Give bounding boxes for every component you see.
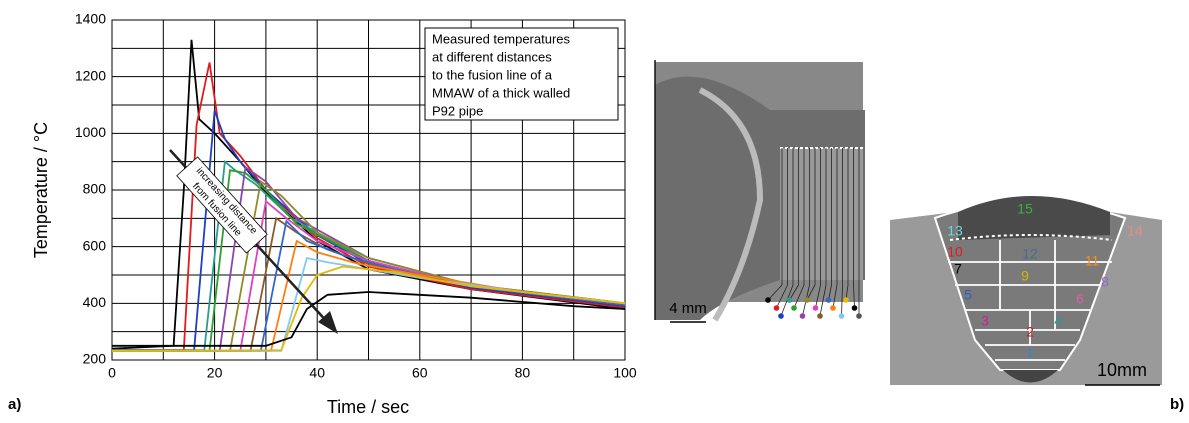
- wire: [819, 284, 827, 317]
- y-tick-label: 600: [83, 237, 107, 253]
- y-tick-label: 400: [83, 294, 107, 310]
- annotation-text: to the fusion line of a: [432, 67, 553, 82]
- x-axis-label: Time / sec: [327, 397, 409, 417]
- annotation-text: Measured temperatures: [432, 31, 571, 46]
- wire: [793, 284, 805, 309]
- wire: [815, 284, 821, 309]
- thermocouple: [773, 305, 780, 311]
- thermocouple: [830, 305, 836, 311]
- pass-lines: [948, 240, 1112, 361]
- pass-label: 4: [1054, 313, 1062, 329]
- wire: [767, 284, 783, 301]
- panel-label: b): [1170, 396, 1184, 413]
- x-tick-label: 40: [309, 365, 325, 381]
- annotation-text: MMAW of a thick walled: [432, 85, 570, 100]
- pass-label: 6: [1076, 291, 1084, 307]
- wire: [832, 284, 838, 309]
- y-tick-label: 1000: [75, 124, 106, 140]
- pass-label: 13: [947, 223, 963, 239]
- thermocouple: [838, 313, 845, 319]
- pass-label: 9: [1021, 268, 1029, 284]
- fusion-line: [698, 87, 764, 322]
- x-tick-label: 20: [207, 365, 223, 381]
- scale-label: 10mm: [1097, 360, 1147, 380]
- pass-label: 8: [1101, 274, 1109, 290]
- pass-label: 5: [964, 287, 972, 303]
- annotation-text: at different distances: [432, 49, 552, 64]
- scale-label: 4 mm: [669, 300, 707, 317]
- wire: [841, 284, 843, 317]
- thermocouple: [799, 313, 806, 319]
- thermocouple: [812, 305, 819, 311]
- x-tick-label: 60: [412, 365, 428, 381]
- temperature-curve: [112, 291, 626, 347]
- pass-label: 15: [1017, 201, 1033, 217]
- x-tick-label: 0: [108, 365, 116, 381]
- wire: [853, 284, 855, 309]
- pass-label: 10: [947, 244, 963, 260]
- thermocouple: [804, 297, 810, 303]
- y-tick-label: 1200: [75, 67, 106, 83]
- micrograph-right: 15 14 13 10 12 11 7 9 8 5 6 3 4 2 1 10mm: [890, 196, 1162, 386]
- x-tick-label: 80: [515, 365, 531, 381]
- pass-label: 12: [1022, 246, 1038, 262]
- root: [1003, 370, 1058, 383]
- temperature-curve: [111, 265, 626, 352]
- thermocouple-field: [780, 148, 863, 280]
- annotation-text: P92 pipe: [432, 103, 483, 118]
- thermocouple: [851, 305, 858, 311]
- thermocouple: [791, 305, 797, 311]
- micrograph-left: 4 mm: [654, 60, 865, 323]
- thermocouple: [786, 297, 793, 303]
- wire: [776, 284, 788, 309]
- cap: [958, 196, 1110, 240]
- arrow-label-box: [176, 156, 268, 254]
- panel-label: a): [8, 396, 21, 413]
- pass-label: 14: [1127, 223, 1143, 239]
- thermocouple: [825, 297, 832, 303]
- annotation-box: [424, 27, 619, 121]
- pass-label: 2: [1026, 324, 1034, 340]
- thermocouple: [778, 313, 784, 319]
- x-tick-label: 100: [613, 365, 637, 381]
- thermocouple: [765, 297, 771, 303]
- y-axis-label: Temperature / °C: [31, 122, 51, 258]
- pass-line: [949, 234, 1113, 241]
- thermocouple: [856, 313, 862, 319]
- arrow-head: [318, 311, 338, 334]
- pass-label: 7: [954, 261, 962, 277]
- wire: [806, 284, 816, 301]
- y-tick-label: 800: [83, 181, 107, 197]
- pass-label: 11: [1085, 253, 1100, 269]
- wire: [789, 284, 799, 301]
- pass-label: 3: [981, 313, 989, 329]
- thermocouple: [817, 313, 823, 319]
- y-tick-label: 1400: [75, 11, 106, 27]
- pass-label: 1: [1026, 345, 1034, 361]
- y-tick-label: 200: [83, 351, 107, 367]
- thermocouple: [843, 297, 849, 303]
